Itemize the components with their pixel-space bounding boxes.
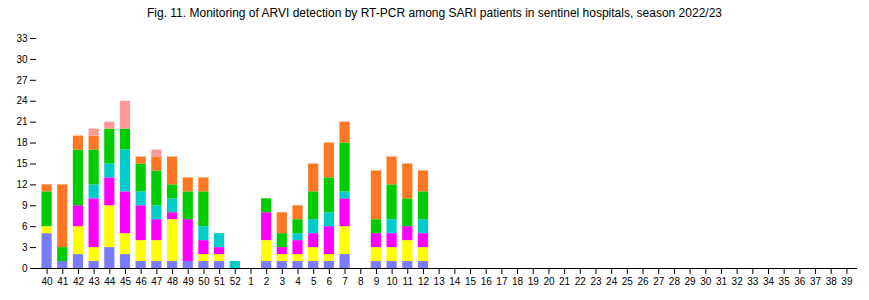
svg-text:22: 22 (575, 276, 587, 287)
svg-text:24: 24 (16, 95, 28, 106)
svg-text:2: 2 (264, 276, 270, 287)
svg-text:9: 9 (22, 200, 28, 211)
svg-text:32: 32 (732, 276, 744, 287)
svg-text:48: 48 (167, 276, 179, 287)
svg-text:23: 23 (590, 276, 602, 287)
svg-text:4: 4 (295, 276, 301, 287)
svg-text:3: 3 (22, 242, 28, 253)
svg-text:44: 44 (104, 276, 116, 287)
svg-text:36: 36 (794, 276, 806, 287)
svg-text:18: 18 (512, 276, 524, 287)
svg-text:6: 6 (327, 276, 333, 287)
svg-text:41: 41 (57, 276, 69, 287)
svg-text:50: 50 (198, 276, 210, 287)
svg-text:10: 10 (387, 276, 399, 287)
svg-text:31: 31 (716, 276, 728, 287)
svg-text:21: 21 (16, 116, 28, 127)
svg-text:43: 43 (89, 276, 101, 287)
svg-text:5: 5 (311, 276, 317, 287)
svg-text:33: 33 (747, 276, 759, 287)
svg-text:15: 15 (16, 158, 28, 169)
svg-text:24: 24 (606, 276, 618, 287)
svg-text:33: 33 (16, 33, 28, 44)
svg-text:45: 45 (120, 276, 132, 287)
svg-text:19: 19 (528, 276, 540, 287)
svg-text:6: 6 (22, 221, 28, 232)
svg-text:49: 49 (183, 276, 195, 287)
svg-text:47: 47 (151, 276, 163, 287)
svg-text:26: 26 (637, 276, 649, 287)
html-text:Fig. 11. Monitoring of ARVI de: Fig. 11. Monitoring of ARVI detection by… (147, 6, 722, 20)
svg-text:25: 25 (622, 276, 634, 287)
svg-text:37: 37 (810, 276, 822, 287)
svg-text:7: 7 (342, 276, 348, 287)
svg-text:12: 12 (418, 276, 430, 287)
svg-text:27: 27 (16, 75, 28, 86)
svg-text:9: 9 (374, 276, 380, 287)
svg-text:15: 15 (465, 276, 477, 287)
svg-text:30: 30 (700, 276, 712, 287)
svg-text:0: 0 (22, 263, 28, 274)
svg-text:17: 17 (496, 276, 508, 287)
svg-text:12: 12 (16, 179, 28, 190)
svg-text:29: 29 (685, 276, 697, 287)
svg-text:39: 39 (841, 276, 853, 287)
svg-text:38: 38 (826, 276, 838, 287)
svg-text:27: 27 (653, 276, 665, 287)
svg-text:21: 21 (559, 276, 571, 287)
svg-text:3: 3 (280, 276, 286, 287)
svg-text:1: 1 (248, 276, 254, 287)
svg-text:52: 52 (230, 276, 242, 287)
svg-text:18: 18 (16, 137, 28, 148)
svg-text:35: 35 (779, 276, 791, 287)
svg-text:13: 13 (434, 276, 446, 287)
svg-text:20: 20 (543, 276, 555, 287)
svg-text:30: 30 (16, 54, 28, 65)
svg-text:51: 51 (214, 276, 226, 287)
svg-text:14: 14 (449, 276, 461, 287)
svg-text:40: 40 (42, 276, 54, 287)
svg-text:16: 16 (481, 276, 493, 287)
svg-text:34: 34 (763, 276, 775, 287)
svg-text:11: 11 (403, 276, 414, 287)
svg-text:28: 28 (669, 276, 681, 287)
svg-text:8: 8 (358, 276, 364, 287)
svg-text:42: 42 (73, 276, 85, 287)
svg-text:46: 46 (136, 276, 148, 287)
